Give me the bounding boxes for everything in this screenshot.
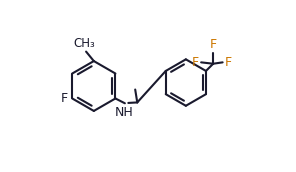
Text: F: F	[61, 92, 68, 105]
Text: CH₃: CH₃	[74, 37, 96, 50]
Text: F: F	[225, 56, 232, 69]
Text: F: F	[210, 38, 217, 51]
Text: NH: NH	[115, 106, 134, 119]
Text: F: F	[192, 56, 199, 69]
